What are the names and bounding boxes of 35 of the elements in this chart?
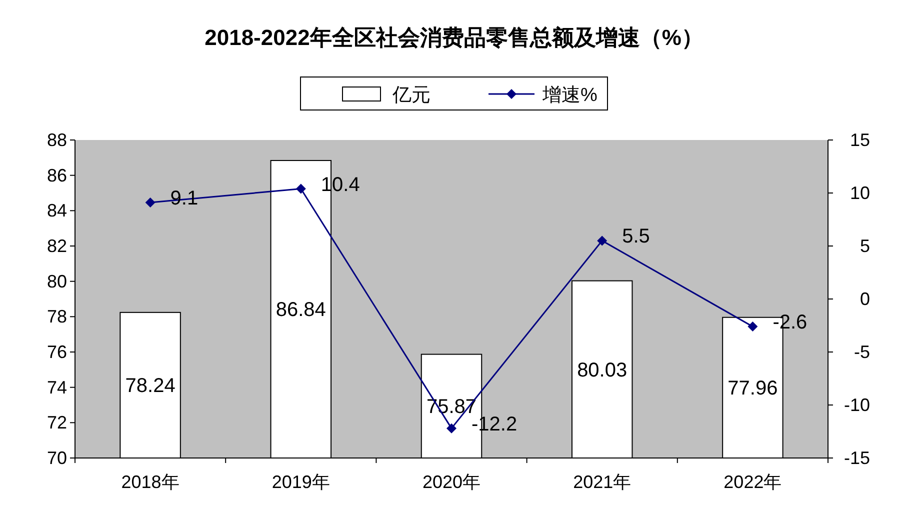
y-tick-label: 88 xyxy=(46,130,67,150)
y-tick-label: 84 xyxy=(46,200,67,221)
y2-tick-label: -15 xyxy=(844,448,870,468)
y2-tick-label: -5 xyxy=(854,342,870,362)
point xyxy=(145,198,156,208)
y-tick-label: 72 xyxy=(46,412,67,433)
y-tick-label: 86 xyxy=(46,165,67,186)
chart-title: 2018-2022年全区社会消费品零售总额及增速（%） xyxy=(204,25,704,50)
y2-tick-label: 5 xyxy=(860,236,870,256)
point xyxy=(748,322,758,332)
data-label: 5.5 xyxy=(622,226,650,248)
y2-tick-label: 15 xyxy=(850,130,870,150)
y2-tick-label: 0 xyxy=(860,289,870,309)
y-tick-label: 80 xyxy=(46,271,67,292)
y2-tick-label: -10 xyxy=(844,395,870,415)
y-tick-label: 82 xyxy=(46,236,67,256)
x-tick-label: 2020年 xyxy=(422,472,481,492)
x-tick-label: 2022年 xyxy=(724,472,782,492)
data-label: 80.03 xyxy=(577,359,628,382)
point xyxy=(446,423,456,434)
x-tick-label: 2021年 xyxy=(573,472,632,492)
data-label: 86.84 xyxy=(276,299,326,322)
y-tick-label: 70 xyxy=(46,448,67,468)
x-tick-label: 2018年 xyxy=(121,472,180,492)
y-tick-label: 74 xyxy=(46,377,67,398)
x-tick-label: 2019年 xyxy=(272,472,330,492)
data-label: 78.24 xyxy=(125,375,176,398)
legend-label: 增速% xyxy=(542,85,598,106)
legend-label: 亿元 xyxy=(392,85,430,106)
point xyxy=(296,184,306,194)
point xyxy=(597,236,608,246)
data-label: 77.96 xyxy=(728,378,778,400)
y2-tick-label: 10 xyxy=(850,183,870,203)
y-tick-label: 78 xyxy=(46,306,67,327)
y-tick-label: 76 xyxy=(46,342,67,362)
